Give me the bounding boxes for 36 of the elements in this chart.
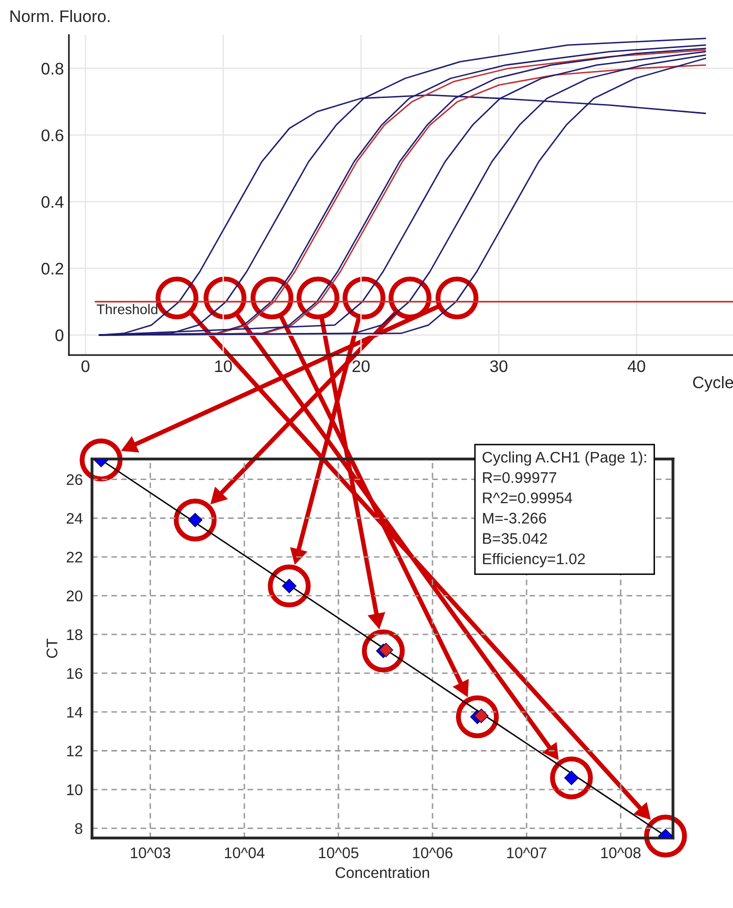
x-tick-label: 10^04 [224, 847, 264, 858]
y-axis-title: Norm. Fluoro. [10, 10, 110, 22]
y-tick-label: 26 [66, 474, 82, 486]
y-tick-label: 0.2 [42, 262, 64, 275]
annotation: R=0.99977 [483, 472, 556, 483]
annotation: M=-3.266 [483, 512, 546, 524]
y-tick-label: 20 [66, 590, 82, 602]
x-tick-label: 10^03 [130, 847, 170, 858]
ref-line-label: Threshold [96, 304, 158, 314]
x-tick-label: 10^08 [601, 847, 641, 858]
y-tick-label: 0.6 [42, 129, 64, 142]
annotation: Efficiency=1.02 [483, 553, 585, 568]
annotation: R^2=0.99954 [483, 492, 572, 504]
y-axis-title: CT [46, 638, 58, 658]
y-tick-label: 0.8 [42, 62, 64, 75]
x-axis-title: Concentration [336, 866, 430, 878]
x-tick-label: 30 [490, 360, 508, 372]
y-tick-label: 8 [75, 823, 82, 834]
x-tick-label: 10 [215, 360, 232, 372]
x-axis-title: Cycle [693, 376, 733, 392]
x-tick-label: 10^05 [319, 847, 358, 858]
x-tick-label: 40 [628, 360, 646, 372]
y-tick-label: 16 [67, 668, 82, 679]
y-tick-label: 12 [67, 746, 82, 756]
y-tick-label: 10 [67, 784, 82, 796]
x-tick-label: 10^06 [413, 847, 452, 858]
y-tick-label: 0.4 [42, 196, 64, 208]
y-tick-label: 24 [66, 512, 83, 524]
annotation: Cycling A.CH1 (Page 1): [482, 451, 646, 466]
y-tick-label: 22 [66, 552, 82, 562]
x-tick-label: 20 [352, 360, 370, 372]
y-tick-label: 0 [55, 329, 64, 342]
x-tick-label: 10^07 [507, 847, 546, 858]
y-tick-label: 14 [67, 707, 83, 718]
annotation: B=35.042 [483, 533, 547, 544]
y-tick-label: 18 [67, 629, 82, 640]
